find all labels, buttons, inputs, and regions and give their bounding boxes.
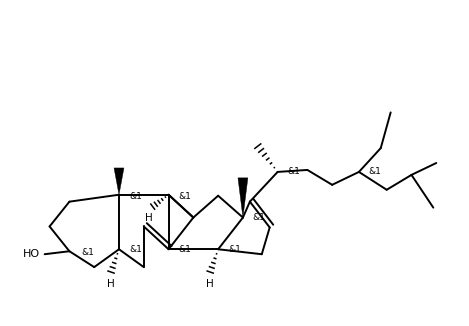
- Text: &1: &1: [179, 245, 191, 254]
- Text: &1: &1: [253, 213, 266, 222]
- Text: H: H: [206, 279, 214, 289]
- Text: &1: &1: [287, 168, 301, 176]
- Text: &1: &1: [228, 245, 241, 254]
- Text: H: H: [107, 279, 115, 289]
- Polygon shape: [114, 168, 124, 195]
- Text: H: H: [145, 213, 152, 223]
- Text: &1: &1: [129, 245, 142, 254]
- Text: &1: &1: [179, 192, 191, 201]
- Polygon shape: [238, 178, 248, 217]
- Text: &1: &1: [81, 248, 94, 257]
- Text: &1: &1: [369, 168, 382, 176]
- Text: &1: &1: [129, 192, 142, 201]
- Text: HO: HO: [23, 249, 40, 259]
